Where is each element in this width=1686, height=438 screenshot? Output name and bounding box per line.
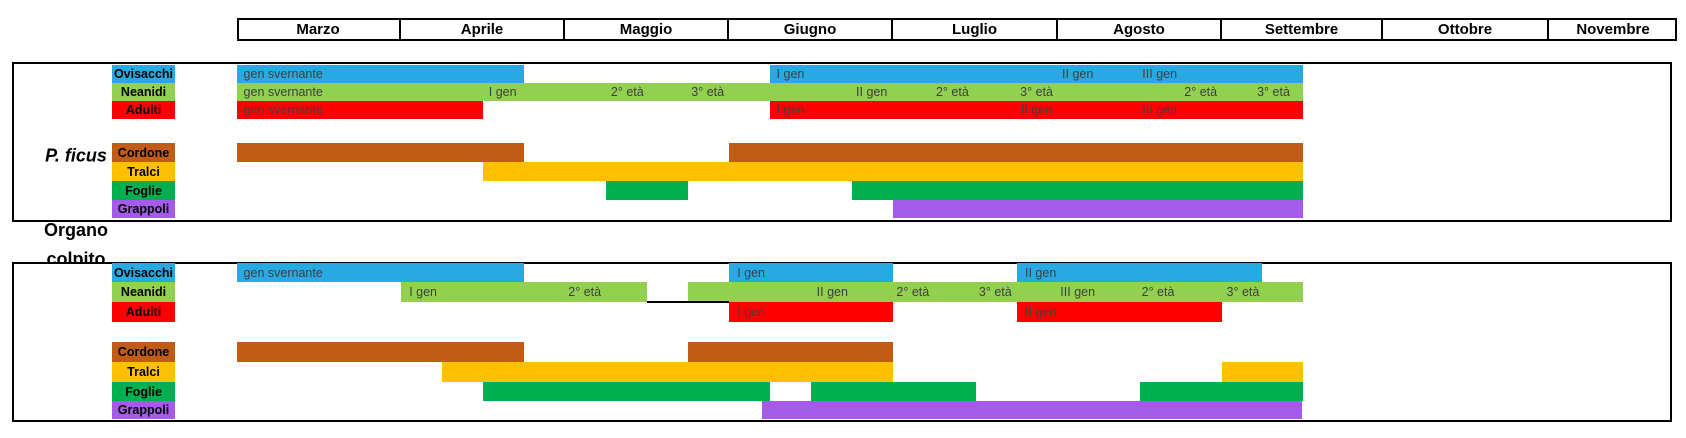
row-label-p-ficus-adulti: Adulti <box>112 101 175 119</box>
bar-p-ficus-foglie-seg0 <box>606 181 688 200</box>
bar-label-3-et: 3° età <box>1257 85 1290 99</box>
bar-p-ficus-tralci-seg0 <box>483 162 1303 181</box>
bar-p-comstocki-ovisacchi-seg2: II gen <box>1016 263 1263 282</box>
row-label-p-ficus-cordone: Cordone <box>112 143 175 162</box>
row-border-line-0 <box>647 301 729 303</box>
bar-p-ficus-grappoli-seg0 <box>893 200 1303 218</box>
bar-p-comstocki-foglie-seg0 <box>483 382 770 401</box>
bar-p-comstocki-neanidi-seg1: II gen 2° età 3° età III gen 2° età 3° età <box>688 282 1303 302</box>
month-cell-maggio: Maggio <box>565 20 729 39</box>
bar-label-i-gen: I gen <box>776 67 805 81</box>
bar-p-ficus-cordone-seg0 <box>237 143 524 162</box>
bar-label-2-et: 2° età <box>935 85 969 99</box>
bar-p-ficus-ovisacchi-seg0: gen svernante <box>237 65 524 83</box>
row-label-p-comstocki-grappoli: Grappoli <box>112 401 175 419</box>
bar-label-i-gen: I gen <box>737 265 765 280</box>
bar-label-ii-gen: II gen <box>1020 103 1053 117</box>
bar-label-ii-gen: II gen <box>856 85 888 99</box>
bar-p-ficus-ovisacchi-seg1: I gen II gen III gen <box>770 65 1303 83</box>
bar-label-gen-svernante: gen svernante <box>243 67 323 81</box>
bar-label-iii-gen: III gen <box>1142 67 1178 81</box>
bar-p-comstocki-adulti-seg0: I gen <box>729 302 893 322</box>
bar-label-2-et: 2° età <box>568 285 602 299</box>
bar-p-ficus-cordone-seg1 <box>729 143 1303 162</box>
bar-label-i-gen: I gen <box>409 285 437 299</box>
row-label-p-comstocki-neanidi: Neanidi <box>112 282 175 302</box>
row-label-p-ficus-ovisacchi: Ovisacchi <box>112 65 175 83</box>
month-cell-novembre: Novembre <box>1576 21 1650 38</box>
bar-label-i-gen: I gen <box>488 85 517 99</box>
bar-label-2-et: 2° età <box>896 285 930 299</box>
bar-p-comstocki-tralci-seg1 <box>1222 362 1303 382</box>
month-cell-luglio: Luglio <box>893 20 1058 39</box>
month-header-row: Marzo Aprile Maggio Giugno Luglio Agosto Sette… <box>237 18 1677 41</box>
bar-label-3-et: 3° età <box>978 285 1012 299</box>
month-cell-ottobre: Ottobre <box>1383 20 1549 39</box>
bar-p-comstocki-tralci-seg0 <box>442 362 893 382</box>
row-label-p-ficus-neanidi: Neanidi <box>112 83 175 101</box>
month-cell-aprile: Aprile <box>401 20 565 39</box>
bar-p-comstocki-ovisacchi-seg0: gen svernante <box>237 263 524 282</box>
bar-label-2-et: 2° età <box>1184 85 1218 99</box>
bar-label-gen-svernante: gen svernante <box>243 265 323 280</box>
bar-p-comstocki-ovisacchi-seg1: I gen <box>729 263 893 282</box>
bar-label-ii-gen: II gen <box>1025 265 1057 280</box>
row-label-p-comstocki-adulti: Adulti <box>112 302 175 322</box>
bar-p-comstocki-grappoli-seg0 <box>761 401 1303 419</box>
bar-label-3-et: 3° età <box>1226 285 1260 299</box>
row-label-p-comstocki-tralci: Tralci <box>112 362 175 382</box>
bar-p-comstocki-cordone-seg0 <box>237 342 524 362</box>
row-label-p-ficus-foglie: Foglie <box>112 181 175 200</box>
bar-p-ficus-adulti-seg0: gen svernante <box>237 101 483 119</box>
row-label-p-comstocki-cordone: Cordone <box>112 342 175 362</box>
bar-label-iii-gen: III gen <box>1142 103 1178 117</box>
bar-p-ficus-adulti-seg1: I gen II gen III gen <box>770 101 1303 119</box>
bar-p-ficus-foglie-seg1 <box>852 181 1303 200</box>
month-cell-giugno: Giugno <box>729 20 893 39</box>
bar-label-ii-gen: II gen <box>816 285 848 299</box>
row-label-p-ficus-grappoli: Grappoli <box>112 200 175 218</box>
species-label-p-ficus: P. ficus <box>45 145 107 166</box>
bar-p-comstocki-foglie-seg1 <box>811 382 976 401</box>
bar-p-ficus-neanidi-seg0: gen svernante I gen 2° età 3° età II gen 2° e… <box>237 83 1303 101</box>
month-cell-settembre: Settembre <box>1222 20 1383 39</box>
bar-label-i-gen: I gen <box>776 103 805 117</box>
organ-label-line1: Organo <box>43 220 109 240</box>
bar-p-comstocki-neanidi-seg0: I gen 2° età <box>401 282 647 302</box>
month-cell-agosto: Agosto <box>1058 20 1222 39</box>
row-label-p-ficus-tralci: Tralci <box>112 162 175 181</box>
bar-label-iii-gen: III gen <box>1060 285 1096 299</box>
bar-p-comstocki-adulti-seg1: II gen <box>1016 302 1222 322</box>
row-label-p-comstocki-foglie: Foglie <box>112 382 175 401</box>
bar-label-gen-svernante: gen svernante <box>243 103 323 117</box>
bar-label-3-et: 3° età <box>1020 85 1053 99</box>
bar-label-ii-gen: II gen <box>1025 305 1057 319</box>
bar-label-gen-svernante: gen svernante <box>243 85 323 99</box>
month-cell-marzo: Marzo <box>237 20 401 39</box>
bar-p-comstocki-foglie-seg2 <box>1140 382 1303 401</box>
row-label-p-comstocki-ovisacchi: Ovisacchi <box>112 263 175 282</box>
bar-label-3-et: 3° età <box>691 85 725 99</box>
bar-label-ii-gen: II gen <box>1062 67 1094 81</box>
bar-label-2-et: 2° età <box>610 85 644 99</box>
bar-label-i-gen: I gen <box>737 305 765 319</box>
bar-label-2-et: 2° età <box>1141 285 1175 299</box>
bar-p-comstocki-cordone-seg1 <box>688 342 893 362</box>
